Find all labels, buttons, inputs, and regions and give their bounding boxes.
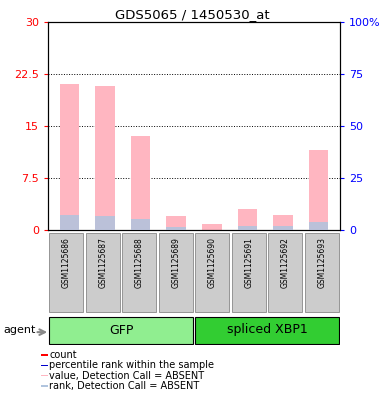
Text: GSM1125692: GSM1125692: [281, 237, 290, 288]
FancyBboxPatch shape: [159, 233, 192, 312]
Bar: [41, 375, 48, 376]
Bar: [131, 136, 151, 230]
Bar: [131, 219, 151, 230]
Bar: [95, 216, 115, 230]
FancyBboxPatch shape: [195, 317, 339, 343]
FancyBboxPatch shape: [49, 233, 83, 312]
Text: GSM1125689: GSM1125689: [171, 237, 180, 288]
Bar: [166, 227, 186, 230]
Bar: [309, 150, 328, 230]
Text: GSM1125686: GSM1125686: [62, 237, 71, 288]
Text: GSM1125693: GSM1125693: [317, 237, 326, 288]
Text: value, Detection Call = ABSENT: value, Detection Call = ABSENT: [50, 371, 204, 381]
Bar: [238, 226, 257, 230]
Bar: [166, 216, 186, 230]
Bar: [41, 365, 48, 366]
Bar: [273, 215, 293, 230]
Text: count: count: [50, 350, 77, 360]
Bar: [41, 385, 48, 387]
Text: percentile rank within the sample: percentile rank within the sample: [50, 360, 214, 370]
FancyBboxPatch shape: [49, 317, 193, 343]
Text: GSM1125688: GSM1125688: [135, 237, 144, 288]
Text: GSM1125687: GSM1125687: [98, 237, 107, 288]
FancyBboxPatch shape: [122, 233, 156, 312]
Text: GSM1125690: GSM1125690: [208, 237, 217, 288]
Text: GFP: GFP: [109, 323, 133, 336]
FancyBboxPatch shape: [305, 233, 338, 312]
Text: GDS5065 / 1450530_at: GDS5065 / 1450530_at: [115, 8, 270, 21]
Bar: [273, 226, 293, 230]
FancyBboxPatch shape: [86, 233, 119, 312]
Text: spliced XBP1: spliced XBP1: [227, 323, 307, 336]
Text: agent: agent: [4, 325, 36, 335]
Bar: [60, 215, 79, 230]
FancyBboxPatch shape: [268, 233, 302, 312]
Text: rank, Detection Call = ABSENT: rank, Detection Call = ABSENT: [50, 381, 200, 391]
Text: GSM1125691: GSM1125691: [244, 237, 253, 288]
FancyBboxPatch shape: [196, 233, 229, 312]
Bar: [238, 209, 257, 230]
Bar: [95, 86, 115, 230]
Bar: [309, 222, 328, 230]
FancyBboxPatch shape: [232, 233, 266, 312]
Bar: [60, 84, 79, 230]
Bar: [202, 224, 222, 230]
Bar: [41, 354, 48, 356]
